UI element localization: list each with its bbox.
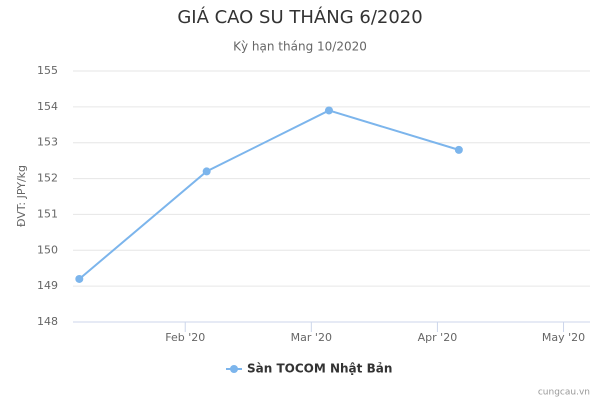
chart-title: GIÁ CAO SU THÁNG 6/2020 — [177, 6, 422, 28]
point — [324, 106, 333, 115]
y-tick-label: 149 — [37, 279, 58, 292]
y-tick-label: 154 — [37, 100, 58, 113]
credits[interactable]: cungcau.vn — [538, 388, 590, 398]
y-tick-label: 152 — [37, 172, 58, 185]
series-line — [78, 109, 460, 280]
x-tick-label: Feb '20 — [165, 331, 205, 344]
y-tick-label: 148 — [37, 315, 58, 328]
y-axis-label: ĐVT: JPY/kg — [15, 165, 28, 227]
x-tick-label: Apr '20 — [418, 331, 458, 344]
x-tick-label: May '20 — [542, 331, 585, 344]
point — [202, 167, 211, 176]
point — [75, 274, 84, 283]
x-tick-label: Mar '20 — [291, 331, 332, 344]
y-tick-label: 150 — [37, 243, 58, 256]
y-tick-label: 155 — [37, 64, 58, 77]
point — [454, 145, 463, 154]
legend-label[interactable]: Sàn TOCOM Nhật Bản — [247, 362, 392, 376]
y-tick-label: 151 — [37, 207, 58, 220]
y-tick-label: 153 — [37, 136, 58, 149]
legend-symbol — [230, 365, 238, 373]
chart-subtitle: Kỳ hạn tháng 10/2020 — [233, 40, 367, 54]
